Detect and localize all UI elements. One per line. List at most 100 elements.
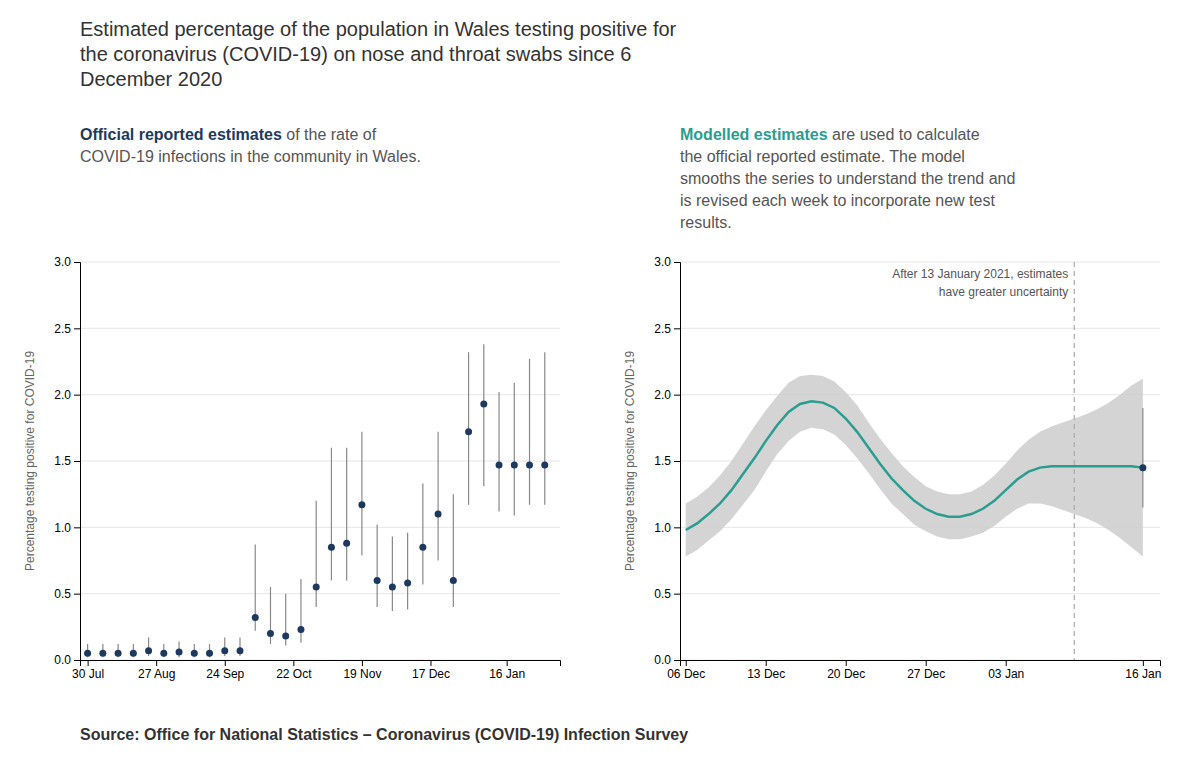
error-bar: [316, 501, 317, 607]
point: [176, 649, 183, 656]
point: [99, 650, 106, 657]
point: [84, 650, 91, 657]
subtitle-text: COVID-19 infections in the community in …: [80, 148, 421, 165]
x-tick: 06 Dec: [667, 660, 705, 681]
y-tick: 3.0: [54, 255, 80, 269]
point: [465, 428, 472, 435]
x-tick-label: 06 Dec: [667, 667, 705, 681]
x-tick-mark: [926, 660, 927, 666]
point: [282, 633, 289, 640]
y-tick-label: 2.0: [54, 388, 71, 402]
y-tick-mark: [74, 262, 80, 263]
x-tick: 19 Nov: [343, 660, 381, 681]
grid-line: [680, 262, 1160, 263]
point: [404, 580, 411, 587]
grid-line: [680, 328, 1160, 329]
x-tick-label: 19 Nov: [343, 667, 381, 681]
plot-area: [84, 344, 548, 657]
point: [496, 461, 503, 468]
y-tick: 2.0: [54, 388, 80, 402]
title-line: Estimated percentage of the population i…: [80, 18, 677, 40]
y-tick: 0.0: [654, 653, 680, 667]
grid-line: [80, 527, 560, 528]
y-tick-mark: [74, 328, 80, 329]
error-bar: [407, 533, 408, 610]
x-tick-mark: [766, 660, 767, 666]
y-tick-label: 0.5: [654, 587, 671, 601]
y-tick: 1.0: [54, 521, 80, 535]
point: [358, 501, 365, 508]
subtitle-bold: Official reported estimates: [80, 126, 282, 143]
y-tick-mark: [74, 594, 80, 595]
y-tick: 1.0: [654, 521, 680, 535]
x-axis: 06 Dec 13 Dec 20 Dec 27 Dec 03 Jan 16 Jan: [667, 660, 1161, 681]
x-tick: 16 Jan: [1125, 660, 1161, 681]
error-bar: [514, 383, 515, 516]
point: [160, 650, 167, 657]
annotation: After 13 January 2021, estimates have gre…: [892, 267, 1068, 299]
point: [328, 544, 335, 551]
annotation-line-text: After 13 January 2021, estimates: [892, 267, 1068, 281]
point: [511, 461, 518, 468]
y-tick-label: 0.0: [54, 653, 71, 667]
subtitle-text: smooths the series to understand the tre…: [680, 170, 1015, 187]
x-tick-mark: [156, 660, 157, 666]
panel: Official reported estimates of the rate …: [23, 126, 561, 681]
x-axis-line: [681, 661, 1161, 667]
x-tick-mark: [1006, 660, 1007, 666]
point: [145, 647, 152, 654]
y-tick-label: 1.5: [654, 454, 671, 468]
x-tick-mark: [1143, 660, 1144, 666]
subtitle: Modelled estimates are used to calculate…: [680, 126, 1015, 231]
grid-line: [80, 461, 560, 462]
x-tick: 17 Dec: [412, 660, 450, 681]
point: [115, 650, 122, 657]
annotation-line-text: have greater uncertainty: [939, 285, 1068, 299]
error-bar: [346, 448, 347, 581]
x-tick-label: 17 Dec: [412, 667, 450, 681]
x-tick: 30 Jul: [72, 660, 104, 681]
point: [252, 614, 259, 621]
grid-line: [80, 394, 560, 395]
point: [435, 511, 442, 518]
error-bar: [498, 392, 499, 511]
error-bar: [437, 432, 438, 561]
x-tick-label: 13 Dec: [747, 667, 785, 681]
x-tick-mark: [293, 660, 294, 666]
x-tick-label: 03 Jan: [988, 667, 1024, 681]
point: [206, 650, 213, 657]
error-bar: [544, 352, 545, 505]
y-tick-label: 0.0: [654, 653, 671, 667]
panel: Modelled estimates are used to calculate…: [623, 126, 1161, 681]
y-tick-mark: [74, 395, 80, 396]
x-tick-mark: [686, 660, 687, 666]
y-tick-label: 2.5: [54, 322, 71, 336]
y-tick-mark: [674, 594, 680, 595]
x-tick-label: 16 Jan: [1125, 667, 1161, 681]
x-tick: 03 Jan: [988, 660, 1024, 681]
error-bar: [1142, 408, 1143, 508]
title: Estimated percentage of the population i…: [80, 18, 677, 90]
x-tick-label: 24 Sep: [206, 667, 244, 681]
subtitle-text: the official reported estimate. The mode…: [680, 148, 965, 165]
x-tick: 27 Dec: [907, 660, 945, 681]
x-tick-mark: [88, 660, 89, 666]
x-tick-label: 30 Jul: [72, 667, 104, 681]
y-tick-label: 1.0: [654, 521, 671, 535]
y-tick: 1.5: [54, 454, 80, 468]
subtitle-text: results.: [680, 214, 732, 231]
y-tick-label: 1.5: [54, 454, 71, 468]
subtitle-text: of the rate of: [282, 126, 377, 143]
x-tick-mark: [225, 660, 226, 666]
x-tick-mark: [507, 660, 508, 666]
y-tick-label: 3.0: [54, 255, 71, 269]
x-tick: 20 Dec: [827, 660, 865, 681]
error-bar: [483, 344, 484, 486]
y-tick-label: 2.5: [654, 322, 671, 336]
x-tick-label: 20 Dec: [827, 667, 865, 681]
point: [191, 650, 198, 657]
point: [526, 461, 533, 468]
error-bar: [392, 537, 393, 611]
line: [686, 401, 1143, 530]
subtitle-bold: Modelled estimates: [680, 126, 828, 143]
